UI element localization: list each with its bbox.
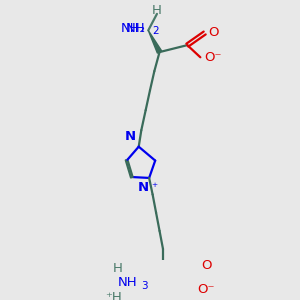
Text: O: O [208,26,219,40]
Text: 2: 2 [153,26,159,36]
Polygon shape [148,30,162,53]
Text: O: O [201,259,212,272]
Text: H: H [152,4,162,17]
Text: H: H [112,262,122,275]
Polygon shape [136,267,163,287]
Text: NH: NH [117,277,137,290]
Text: O⁻: O⁻ [204,51,221,64]
Text: N: N [125,130,136,143]
Text: NH: NH [126,22,146,35]
Text: ⁺H: ⁺H [106,291,122,300]
Text: 3: 3 [141,280,148,291]
Text: O⁻: O⁻ [198,283,215,296]
Text: NH₂: NH₂ [121,22,146,35]
Text: ⁺: ⁺ [151,181,157,194]
Text: N: N [138,181,149,194]
